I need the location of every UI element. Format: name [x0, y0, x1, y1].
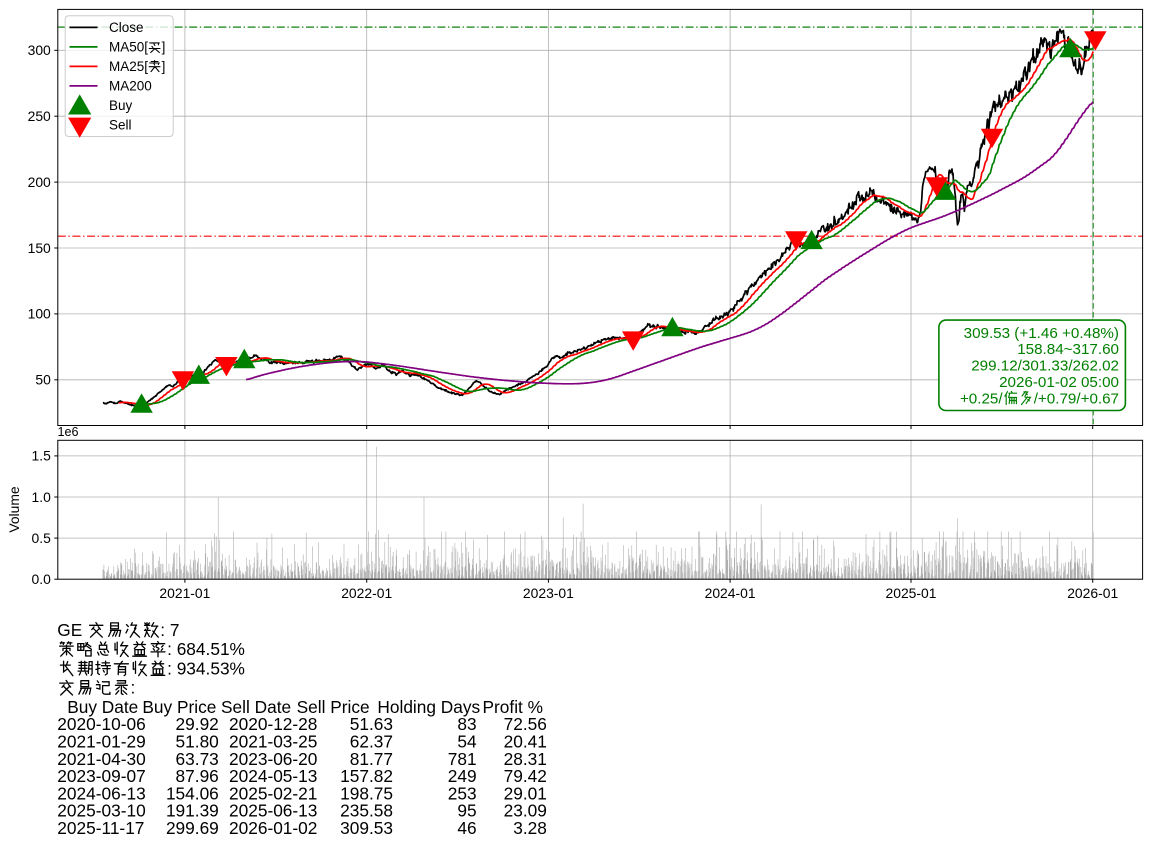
svg-text:299.12/301.33/262.02: 299.12/301.33/262.02	[971, 358, 1119, 375]
svg-text:72.56: 72.56	[504, 714, 547, 734]
svg-text:2025-03-10: 2025-03-10	[57, 801, 145, 821]
svg-text:0.5: 0.5	[31, 530, 51, 546]
svg-text:2025-01: 2025-01	[886, 585, 937, 601]
svg-text:0.0: 0.0	[31, 571, 51, 587]
svg-text:]: ]	[162, 40, 166, 55]
svg-text:23.09: 23.09	[504, 801, 547, 821]
svg-text:150: 150	[28, 240, 51, 256]
svg-text:2020-12-28: 2020-12-28	[229, 714, 317, 734]
svg-text:198.75: 198.75	[340, 783, 393, 803]
svg-text:83: 83	[457, 714, 476, 734]
svg-text:Profit %: Profit %	[483, 697, 544, 717]
svg-text:Sell Date: Sell Date	[221, 697, 291, 717]
svg-text:GE: GE	[57, 620, 82, 640]
svg-text:: 684.51%: : 684.51%	[167, 639, 245, 659]
svg-text:Volume: Volume	[6, 486, 22, 533]
svg-text:2026-01: 2026-01	[1067, 585, 1118, 601]
svg-text:20.41: 20.41	[504, 732, 547, 752]
svg-text:MA25[: MA25[	[109, 59, 148, 74]
svg-text:249: 249	[448, 766, 477, 786]
svg-text:Buy: Buy	[109, 98, 133, 113]
svg-text:Close: Close	[109, 20, 144, 35]
svg-text:157.82: 157.82	[340, 766, 393, 786]
svg-text:51.80: 51.80	[176, 732, 219, 752]
svg-text:1e6: 1e6	[58, 425, 79, 439]
svg-text:2026-01-02 05:00: 2026-01-02 05:00	[999, 374, 1119, 391]
svg-text:2023-01: 2023-01	[523, 585, 574, 601]
svg-text:2024-01: 2024-01	[705, 585, 756, 601]
svg-text:62.37: 62.37	[350, 732, 393, 752]
svg-text:2025-11-17: 2025-11-17	[57, 818, 144, 838]
svg-text:191.39: 191.39	[166, 801, 219, 821]
svg-text:95: 95	[457, 801, 476, 821]
svg-text:2021-03-25: 2021-03-25	[229, 732, 317, 752]
svg-text:Sell: Sell	[109, 118, 132, 133]
svg-text:2025-06-13: 2025-06-13	[229, 801, 317, 821]
svg-text:MA50[: MA50[	[109, 40, 148, 55]
svg-text:253: 253	[448, 783, 477, 803]
svg-text:+0.25/: +0.25/	[960, 390, 1003, 407]
svg-text:309.53: 309.53	[340, 818, 393, 838]
svg-text:200: 200	[28, 174, 51, 190]
svg-text:Sell Price: Sell Price	[297, 697, 370, 717]
svg-text:158.84~317.60: 158.84~317.60	[1017, 341, 1119, 358]
svg-text:50: 50	[35, 372, 51, 388]
svg-text:: 7: : 7	[160, 620, 179, 640]
svg-text:: 934.53%: : 934.53%	[167, 658, 245, 678]
svg-text:51.63: 51.63	[350, 714, 393, 734]
svg-text:81.77: 81.77	[350, 749, 393, 769]
svg-text:2020-10-06: 2020-10-06	[57, 714, 145, 734]
svg-text:299.69: 299.69	[166, 818, 219, 838]
svg-text:2022-01: 2022-01	[341, 585, 392, 601]
svg-text:781: 781	[448, 749, 477, 769]
svg-text:235.58: 235.58	[340, 801, 393, 821]
svg-text:2021-01-29: 2021-01-29	[57, 732, 145, 752]
svg-text::: :	[131, 678, 136, 698]
svg-text:]: ]	[162, 59, 166, 74]
svg-text:2023-06-20: 2023-06-20	[229, 749, 317, 769]
svg-text:/+0.79/+0.67: /+0.79/+0.67	[1034, 390, 1119, 407]
svg-text:100: 100	[28, 306, 51, 322]
svg-text:2026-01-02: 2026-01-02	[229, 818, 317, 838]
svg-text:2025-02-21: 2025-02-21	[229, 783, 317, 803]
svg-text:3.28: 3.28	[513, 818, 547, 838]
svg-text:79.42: 79.42	[504, 766, 547, 786]
svg-text:MA200: MA200	[109, 79, 152, 94]
svg-text:154.06: 154.06	[166, 783, 219, 803]
svg-text:54: 54	[457, 732, 477, 752]
svg-text:2024-06-13: 2024-06-13	[57, 783, 145, 803]
svg-text:29.92: 29.92	[176, 714, 219, 734]
svg-text:Buy Date: Buy Date	[67, 697, 138, 717]
svg-text:2023-09-07: 2023-09-07	[57, 766, 145, 786]
svg-text:Holding Days: Holding Days	[377, 697, 480, 717]
svg-text:2021-04-30: 2021-04-30	[57, 749, 145, 769]
svg-text:1.0: 1.0	[31, 489, 51, 505]
svg-text:300: 300	[28, 42, 51, 58]
svg-text:2021-01: 2021-01	[159, 585, 210, 601]
svg-text:46: 46	[457, 818, 476, 838]
svg-text:29.01: 29.01	[504, 783, 547, 803]
svg-text:63.73: 63.73	[176, 749, 219, 769]
svg-text:28.31: 28.31	[504, 749, 547, 769]
svg-text:Buy Price: Buy Price	[142, 697, 216, 717]
svg-text:2024-05-13: 2024-05-13	[229, 766, 317, 786]
svg-text:309.53 (+1.46 +0.48%): 309.53 (+1.46 +0.48%)	[964, 325, 1119, 342]
svg-text:87.96: 87.96	[176, 766, 219, 786]
svg-text:1.5: 1.5	[31, 448, 51, 464]
svg-text:250: 250	[28, 108, 51, 124]
